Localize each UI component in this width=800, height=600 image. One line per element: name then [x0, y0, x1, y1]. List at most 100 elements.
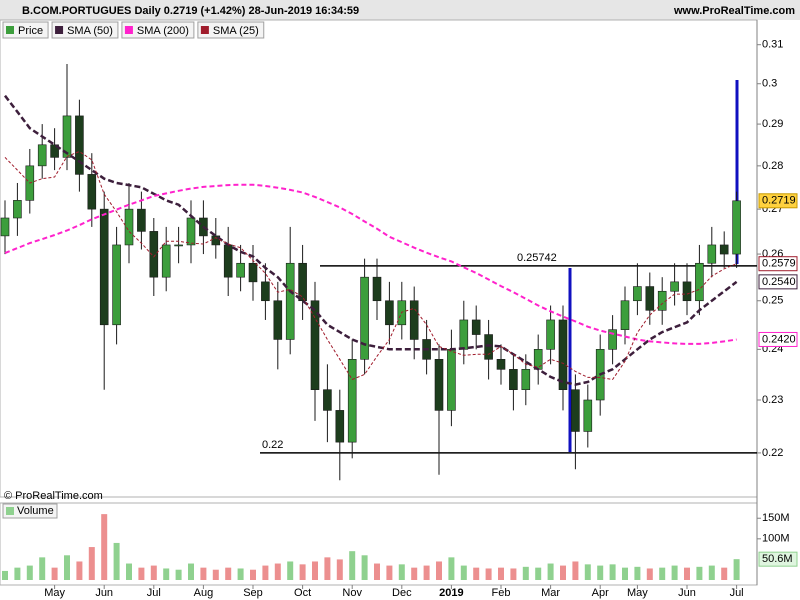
volume-bar — [88, 547, 95, 580]
x-tick-label: Apr — [592, 587, 609, 599]
candle-body — [719, 244, 729, 255]
candle-body — [496, 359, 506, 370]
candle-body — [509, 369, 518, 390]
volume-bar — [547, 563, 554, 580]
candle-body — [50, 144, 59, 158]
candle-body — [112, 244, 121, 326]
candle-body — [695, 262, 704, 302]
candle-body — [657, 290, 667, 311]
volume-bar — [659, 567, 666, 580]
value-label: 0.2540 — [762, 276, 796, 288]
candle-body — [645, 286, 655, 311]
y-tick-label: 150M — [762, 512, 790, 524]
candle-body — [223, 244, 233, 278]
candle-body — [571, 389, 580, 432]
legend-item: SMA (50) — [51, 21, 119, 39]
value-label-box — [758, 256, 798, 272]
level-label: 0.22 — [262, 439, 283, 451]
candle-body — [75, 115, 84, 175]
candle-body — [633, 286, 642, 302]
legend-label: Volume — [17, 505, 54, 517]
candle-body — [732, 200, 741, 255]
value-label-box — [758, 331, 798, 347]
chart-title: B.COM.PORTUGUES Daily 0.2719 (+1.42%) 28… — [22, 5, 359, 17]
candle-body — [124, 208, 134, 246]
candle-body — [546, 319, 555, 350]
volume-bar — [485, 568, 492, 580]
x-tick-label: May — [44, 587, 65, 599]
legend-item: SMA (200) — [121, 21, 195, 39]
volume-bar — [336, 559, 343, 580]
legend-box — [51, 21, 119, 39]
x-tick-label: May — [627, 587, 648, 599]
volume-bar — [560, 565, 566, 580]
x-tick-label: Sep — [243, 587, 263, 599]
volume-bar — [498, 567, 504, 580]
candle-body — [360, 276, 369, 360]
legend-box — [121, 21, 195, 39]
volume-bar — [14, 567, 21, 580]
legend-box — [197, 21, 265, 39]
volume-bar — [460, 565, 467, 580]
value-label: 0.2719 — [762, 195, 796, 207]
y-tick-label: 0.23 — [762, 394, 783, 406]
volume-bar — [646, 568, 653, 580]
volume-bar — [126, 563, 132, 580]
y-tick-label: 0.28 — [762, 160, 783, 172]
volume-bar — [188, 563, 194, 580]
volume-bar — [436, 561, 442, 580]
candle-body — [682, 281, 692, 302]
candle-body — [335, 410, 345, 443]
sma-line — [4, 94, 738, 386]
candle-body — [608, 329, 617, 350]
volume-bar — [708, 565, 715, 580]
volume-bar — [349, 551, 356, 580]
y-tick-label: 0.29 — [762, 118, 783, 130]
candle-body — [13, 200, 22, 219]
candle-body — [37, 144, 47, 167]
volume-bar — [312, 561, 318, 580]
candle-body — [149, 231, 159, 278]
sma-line — [4, 150, 737, 381]
legend-label: SMA (50) — [67, 25, 113, 37]
value-label-box — [758, 193, 798, 209]
volume-bar — [287, 561, 294, 580]
x-tick-label: Feb — [492, 587, 511, 599]
volume-bar — [262, 565, 269, 580]
volume-bar — [448, 557, 455, 580]
volume-bar — [522, 566, 529, 580]
legend-item: Price — [2, 21, 49, 39]
level-label: 0.25742 — [517, 252, 557, 264]
x-tick-label: Jun — [95, 587, 113, 599]
volume-bar — [225, 567, 232, 580]
y-tick-label: 0.3 — [762, 78, 777, 90]
value-label-box — [758, 551, 798, 567]
volume-bar — [64, 555, 70, 580]
volume-bar — [324, 557, 331, 580]
candle-body — [310, 300, 320, 390]
candle-body — [583, 399, 593, 432]
candle-body — [99, 208, 109, 326]
volume-bar — [299, 564, 306, 580]
value-label: 0.2420 — [762, 333, 796, 345]
volume-bar — [733, 559, 740, 580]
legend-label: Price — [18, 25, 43, 37]
value-label-box — [758, 274, 798, 290]
legend-box — [2, 503, 58, 519]
candle-body — [707, 244, 717, 264]
value-label: 50.6M — [762, 553, 793, 565]
volume-bar — [2, 570, 8, 580]
volume-bar — [584, 564, 591, 580]
candle-body — [174, 244, 183, 247]
volume-bar — [76, 561, 83, 580]
candle-body — [285, 262, 295, 340]
legend-label: SMA (200) — [137, 25, 189, 37]
volume-bar — [622, 567, 628, 580]
candle-body — [62, 115, 72, 158]
candle-body — [236, 262, 245, 278]
x-tick-label: Nov — [342, 587, 362, 599]
candle-body — [87, 174, 97, 210]
y-tick-label: 100M — [762, 533, 790, 545]
y-tick-label: 0.25 — [762, 295, 783, 307]
candle-body — [298, 262, 307, 302]
